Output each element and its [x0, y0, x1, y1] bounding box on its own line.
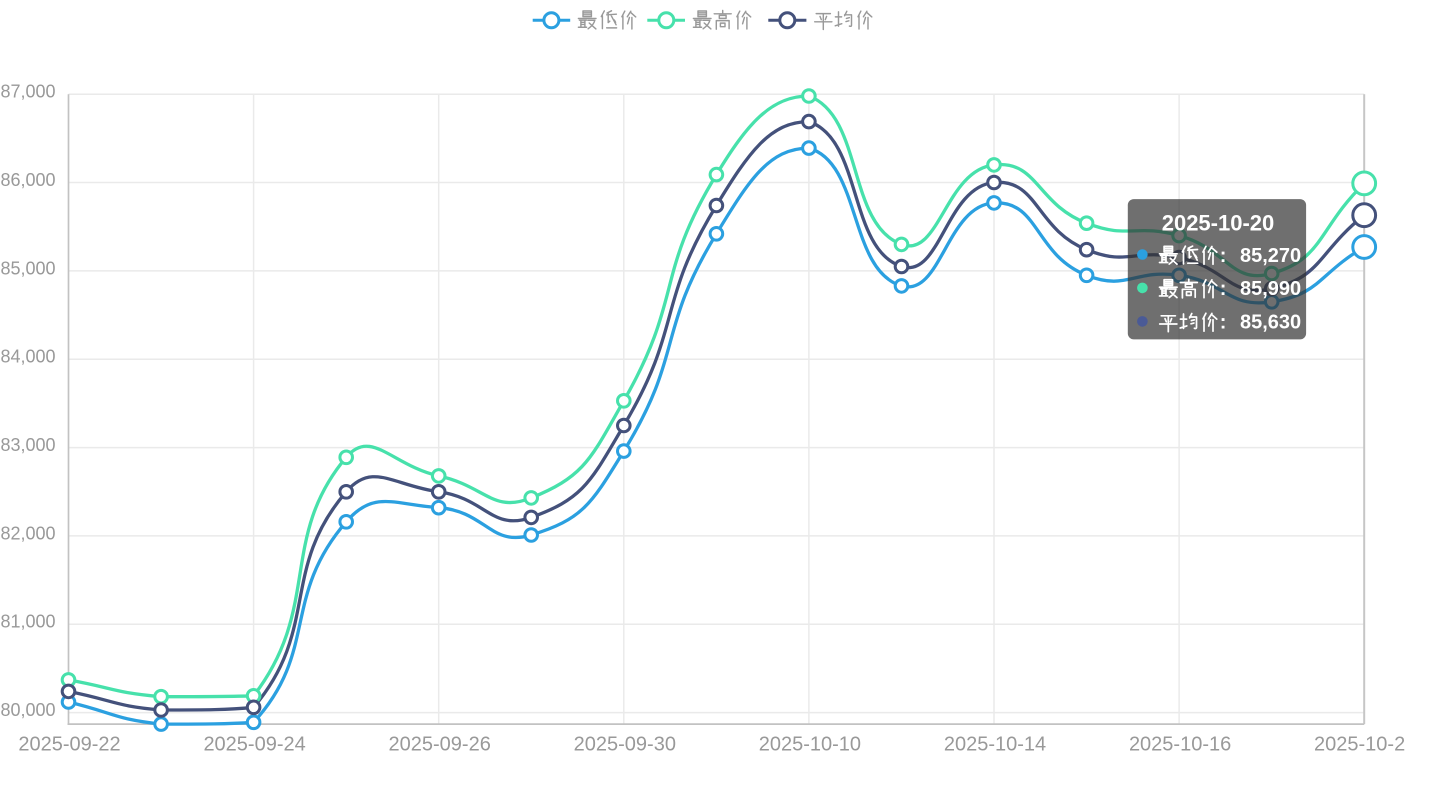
svg-text:2025-10-20: 2025-10-20 — [1314, 734, 1416, 756]
svg-text:2025-09-26: 2025-09-26 — [389, 734, 491, 756]
svg-text:82,000: 82,000 — [0, 523, 55, 543]
svg-text:80,000: 80,000 — [0, 700, 55, 720]
svg-text:2025-09-24: 2025-09-24 — [203, 734, 305, 756]
svg-text:83,000: 83,000 — [0, 435, 55, 455]
svg-text:2025-10-14: 2025-10-14 — [944, 734, 1046, 756]
svg-text:85,000: 85,000 — [0, 258, 55, 278]
svg-text:2025-10-10: 2025-10-10 — [759, 734, 861, 756]
svg-text:81,000: 81,000 — [0, 612, 55, 632]
svg-text:87,000: 87,000 — [0, 82, 55, 102]
svg-text::: : — [1220, 278, 1227, 300]
svg-text:2025-10-20: 2025-10-20 — [1162, 211, 1275, 236]
svg-text:86,000: 86,000 — [0, 170, 55, 190]
svg-text:85,270: 85,270 — [1240, 245, 1301, 267]
svg-text:85,630: 85,630 — [1240, 312, 1301, 334]
svg-text:2025-10-16: 2025-10-16 — [1129, 734, 1231, 756]
svg-text::: : — [1220, 312, 1227, 334]
svg-text:2025-09-22: 2025-09-22 — [18, 734, 120, 756]
svg-text:84,000: 84,000 — [0, 347, 55, 367]
svg-text:2025-09-30: 2025-09-30 — [574, 734, 676, 756]
svg-text:85,990: 85,990 — [1240, 278, 1301, 300]
svg-text::: : — [1220, 245, 1227, 267]
